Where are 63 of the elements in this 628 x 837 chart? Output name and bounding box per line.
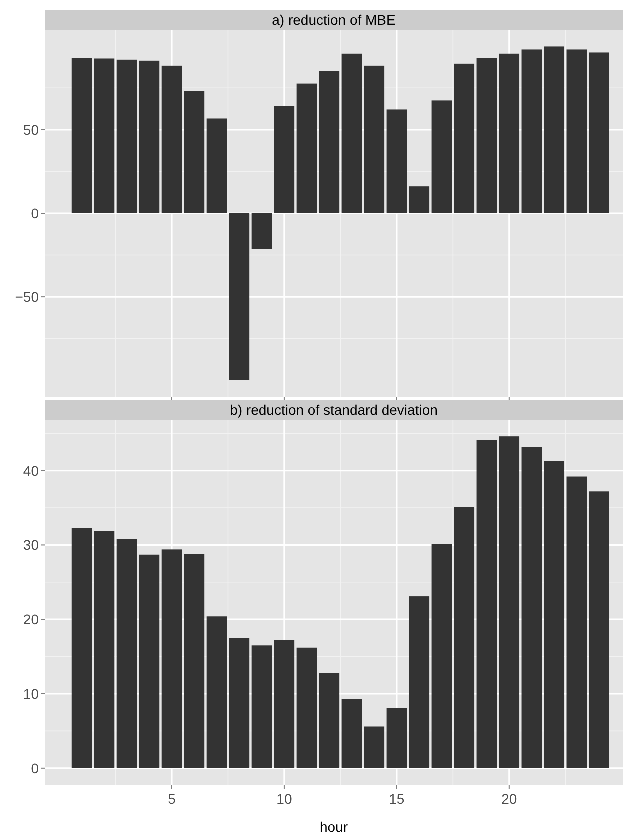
bar <box>319 71 340 214</box>
bar <box>499 436 520 768</box>
bar <box>342 699 362 768</box>
bar <box>364 726 385 768</box>
bar <box>162 66 182 214</box>
bar <box>409 596 430 768</box>
bar <box>139 60 160 214</box>
bar <box>499 54 520 214</box>
y-tick-label: 40 <box>23 462 40 479</box>
bar <box>252 214 272 250</box>
bar <box>184 554 205 768</box>
bar <box>566 50 588 214</box>
bar <box>476 440 498 768</box>
bar <box>386 110 408 214</box>
bar <box>454 64 475 214</box>
y-tick-label: 0 <box>31 760 40 776</box>
bar <box>522 50 542 214</box>
bar <box>229 638 250 768</box>
bar <box>432 100 452 214</box>
bar <box>184 91 205 214</box>
x-tick-label: 10 <box>276 791 292 807</box>
bar <box>72 528 92 768</box>
bar <box>274 106 295 214</box>
bar <box>386 708 408 768</box>
bar <box>409 186 430 214</box>
bar <box>364 66 385 214</box>
bar <box>522 447 542 768</box>
bar <box>94 58 115 214</box>
y-tick-label: −50 <box>15 289 40 306</box>
bar <box>274 640 295 768</box>
bar <box>206 118 228 214</box>
bar <box>116 539 138 768</box>
bar <box>454 507 475 768</box>
chart-title: a) reduction of MBE <box>272 12 396 28</box>
x-tick-label: 15 <box>389 791 405 807</box>
y-tick-label: 10 <box>23 686 40 702</box>
bar <box>432 544 452 768</box>
bar <box>296 648 318 768</box>
bar <box>476 58 498 214</box>
bar <box>139 554 160 768</box>
bar <box>566 476 588 768</box>
y-tick-label: 30 <box>23 537 40 554</box>
y-tick-label: 0 <box>31 206 40 222</box>
bar <box>94 531 115 768</box>
bar <box>589 52 610 214</box>
bar <box>544 461 565 768</box>
bar <box>229 214 250 380</box>
x-axis-title: hour <box>320 819 348 835</box>
x-tick-label: 20 <box>502 791 518 807</box>
y-tick-label: 50 <box>23 122 40 138</box>
chart-title: b) reduction of standard deviation <box>230 402 438 418</box>
bar <box>206 616 228 768</box>
bar <box>116 60 138 214</box>
x-tick-label: 5 <box>168 791 176 807</box>
bar <box>319 673 340 768</box>
bar <box>296 84 318 214</box>
bar <box>252 646 272 768</box>
bar <box>162 550 182 768</box>
y-tick-label: 20 <box>23 612 40 628</box>
bar <box>544 46 565 214</box>
bar <box>72 58 92 214</box>
bar <box>589 492 610 768</box>
bar <box>342 54 362 214</box>
